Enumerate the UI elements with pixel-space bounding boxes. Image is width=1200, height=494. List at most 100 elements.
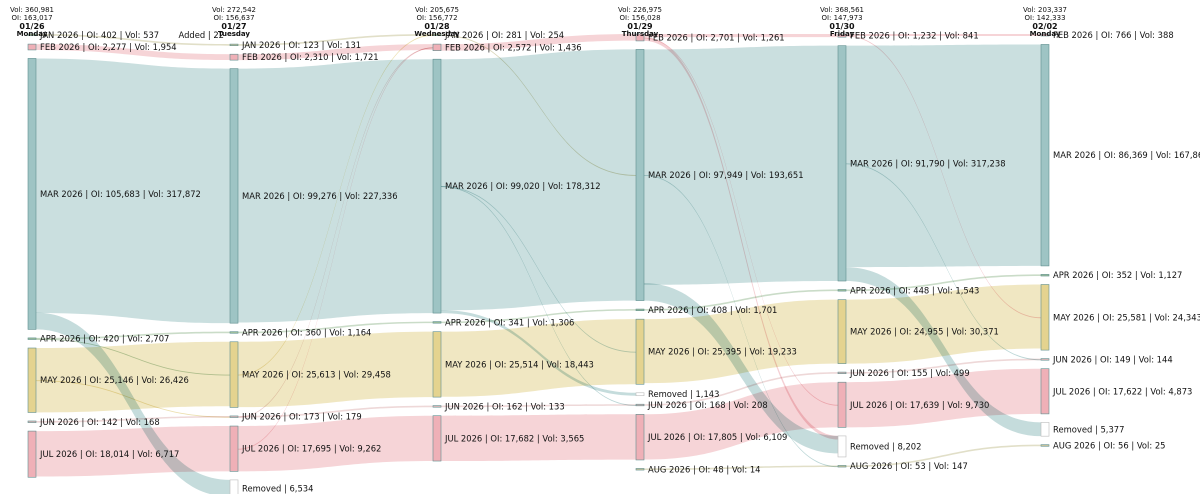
flow-mar-day2 — [441, 49, 636, 311]
node-aug-day5 — [1040, 444, 1050, 447]
node-label-jul-day5: JUL 2026 | OI: 17,622 | Vol: 4,873 — [1052, 386, 1192, 396]
node-label-may-day4: MAY 2026 | OI: 24,955 | Vol: 30,371 — [850, 327, 999, 337]
flow-jan-day0 — [36, 34, 230, 46]
node-may-day0 — [27, 347, 37, 413]
node-removed-day5 — [1040, 422, 1050, 437]
flow-thin-2 — [238, 47, 433, 418]
flow-removed-3 — [644, 283, 838, 454]
node-apr-day1 — [229, 331, 239, 334]
flow-jul-day3 — [644, 382, 838, 460]
day-name-5: Monday — [1030, 30, 1061, 38]
day-vol-1: Vol: 272,542 — [212, 6, 256, 14]
node-may-day2 — [432, 331, 442, 398]
node-label-jun-day3: JUN 2026 | OI: 168 | Vol: 208 — [647, 400, 768, 410]
day-oi-5: OI: 142,333 — [1024, 14, 1065, 22]
node-label-aug-day4: AUG 2026 | OI: 53 | Vol: 147 — [850, 461, 968, 471]
node-label-added-day1: Added | 22 — [179, 30, 225, 40]
node-label-mar-day1: MAR 2026 | OI: 99,276 | Vol: 227,336 — [242, 191, 398, 201]
node-label-jul-day1: JUL 2026 | OI: 17,695 | Vol: 9,262 — [241, 444, 381, 454]
day-oi-1: OI: 156,637 — [213, 14, 254, 22]
day-vol-2: Vol: 205,675 — [415, 6, 459, 14]
node-label-may-day2: MAY 2026 | OI: 25,514 | Vol: 18,443 — [445, 359, 594, 369]
node-jul-day3 — [635, 414, 645, 461]
node-label-may-day0: MAY 2026 | OI: 25,146 | Vol: 26,426 — [40, 375, 189, 385]
node-label-jun-day1: JUN 2026 | OI: 173 | Vol: 179 — [241, 412, 362, 422]
flow-thin-7 — [36, 380, 230, 418]
flow-removed-1 — [441, 310, 636, 396]
node-jul-day4 — [837, 381, 847, 428]
flow-may-day3 — [644, 299, 838, 384]
node-label-mar-day0: MAR 2026 | OI: 105,683 | Vol: 317,872 — [40, 189, 201, 199]
node-label-feb-day4: FEB 2026 | OI: 1,232 | Vol: 841 — [850, 31, 979, 41]
node-jul-day2 — [432, 415, 442, 462]
flow-aug-day3 — [644, 465, 838, 471]
node-label-feb-day2: FEB 2026 | OI: 2,572 | Vol: 1,436 — [445, 42, 582, 52]
flow-feb-day4 — [846, 34, 1041, 36]
day-name-3: Thursday — [622, 30, 659, 38]
node-label-feb-day1: FEB 2026 | OI: 2,310 | Vol: 1,721 — [242, 52, 379, 62]
flow-may-day2 — [441, 319, 636, 397]
node-feb-day5 — [1040, 33, 1050, 37]
flow-thin-8 — [644, 37, 838, 406]
node-label-jan-day2: JAN 2026 | OI: 281 | Vol: 254 — [444, 30, 564, 40]
flow-jun-day2 — [441, 404, 636, 408]
node-aug-day3 — [635, 468, 645, 471]
node-label-feb-day5: FEB 2026 | OI: 766 | Vol: 388 — [1053, 30, 1174, 40]
node-label-jul-day2: JUL 2026 | OI: 17,682 | Vol: 3,565 — [444, 433, 584, 443]
node-layer — [27, 33, 1050, 494]
node-jan-day2 — [432, 33, 442, 36]
node-removed-day1 — [229, 479, 239, 494]
flow-thin-10 — [846, 163, 1041, 361]
node-label-may-day1: MAY 2026 | OI: 25,613 | Vol: 29,458 — [242, 370, 391, 380]
node-label-removed-day3: Removed | 1,143 — [648, 389, 719, 399]
node-jun-day1 — [229, 415, 239, 418]
node-label-may-day5: MAY 2026 | OI: 25,581 | Vol: 24,343 — [1053, 312, 1200, 322]
flow-thin-5 — [441, 34, 636, 176]
node-label-jul-day0: JUL 2026 | OI: 18,014 | Vol: 6,717 — [39, 449, 179, 459]
node-label-removed-day1: Removed | 6,534 — [242, 483, 313, 493]
flow-may-day4 — [846, 284, 1041, 364]
node-label-apr-day2: APR 2026 | OI: 341 | Vol: 1,306 — [445, 317, 574, 327]
node-label-apr-day3: APR 2026 | OI: 408 | Vol: 1,701 — [648, 305, 777, 315]
flow-feb-day0 — [36, 44, 230, 61]
flow-may-day0 — [36, 341, 230, 413]
node-label-jul-day3: JUL 2026 | OI: 17,805 | Vol: 6,109 — [647, 432, 787, 442]
flow-apr-day1 — [238, 321, 433, 334]
node-mar-day2 — [432, 58, 442, 314]
day-name-0: Monday — [17, 30, 48, 38]
day-date-0: 01/26 — [19, 22, 45, 31]
node-mar-day4 — [837, 45, 847, 282]
node-jun-day5 — [1040, 358, 1050, 361]
node-label-mar-day4: MAR 2026 | OI: 91,790 | Vol: 317,238 — [850, 158, 1006, 168]
day-vol-0: Vol: 360,981 — [10, 6, 54, 14]
node-apr-day4 — [837, 289, 847, 292]
flow-mar-day4 — [846, 44, 1041, 268]
node-may-day3 — [635, 318, 645, 385]
node-jan-day1 — [229, 43, 239, 46]
node-may-day1 — [229, 341, 239, 408]
flow-thin-0 — [238, 34, 433, 376]
day-name-4: Friday — [830, 30, 855, 38]
flow-apr-day2 — [441, 309, 636, 324]
day-name-2: Wednesday — [414, 30, 460, 38]
flow-apr-day4 — [846, 274, 1041, 292]
node-label-jun-day4: JUN 2026 | OI: 155 | Vol: 499 — [849, 368, 970, 378]
flow-feb-day2 — [441, 34, 636, 51]
node-jun-day2 — [432, 405, 442, 408]
node-added-day1 — [229, 33, 239, 36]
flow-mar-day0 — [36, 58, 230, 324]
node-may-day5 — [1040, 284, 1050, 351]
node-jul-day0 — [27, 430, 37, 478]
flow-thin-3 — [441, 186, 636, 353]
node-label-jan-day1: JAN 2026 | OI: 123 | Vol: 131 — [241, 40, 361, 50]
flow-thin-11 — [644, 174, 838, 468]
node-label-apr-day1: APR 2026 | OI: 360 | Vol: 1,164 — [242, 327, 371, 337]
flow-feb-day3 — [644, 34, 838, 38]
flow-thin-6 — [36, 338, 230, 376]
node-label-jan-day0: JAN 2026 | OI: 402 | Vol: 537 — [39, 30, 159, 40]
node-aug-day4 — [837, 465, 847, 468]
node-label-apr-day5: APR 2026 | OI: 352 | Vol: 1,127 — [1053, 270, 1182, 280]
flow-mar-day1 — [238, 59, 433, 323]
flow-jul-day2 — [441, 414, 636, 462]
